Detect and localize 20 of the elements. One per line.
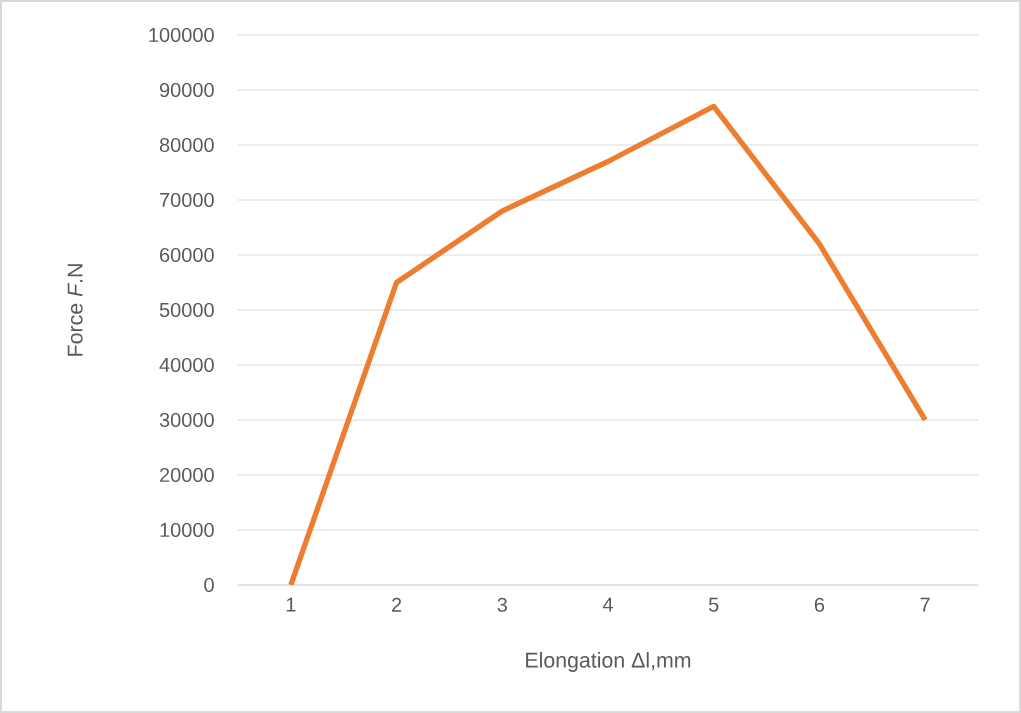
y-tick-label: 30000 — [159, 412, 214, 428]
y-tick-label: 60000 — [160, 247, 214, 263]
y-tick-label: 0 — [204, 577, 214, 593]
x-tick-label: 1 — [286, 597, 296, 612]
x-tick-label: 3 — [497, 597, 507, 612]
x-tick-label: 5 — [708, 597, 719, 612]
x-tick-label: 4 — [602, 597, 613, 612]
y-tick-label: 100000 — [149, 27, 214, 43]
x-axis-title: Elongation Δl,mm — [526, 652, 691, 672]
y-tick-label: 50000 — [159, 302, 214, 318]
y-tick-label: 10000 — [160, 522, 214, 538]
x-tick-label: 6 — [814, 597, 825, 612]
y-tick-label: 40000 — [159, 357, 214, 373]
x-tick-label: 2 — [392, 597, 402, 612]
y-tick-label: 80000 — [159, 137, 214, 153]
y-tick-label: 90000 — [159, 82, 214, 98]
y-tick-label: 70000 — [160, 192, 214, 208]
x-tick-label: 7 — [920, 597, 930, 612]
y-axis-title: Force F.N — [67, 264, 83, 356]
y-tick-label: 20000 — [160, 467, 214, 483]
